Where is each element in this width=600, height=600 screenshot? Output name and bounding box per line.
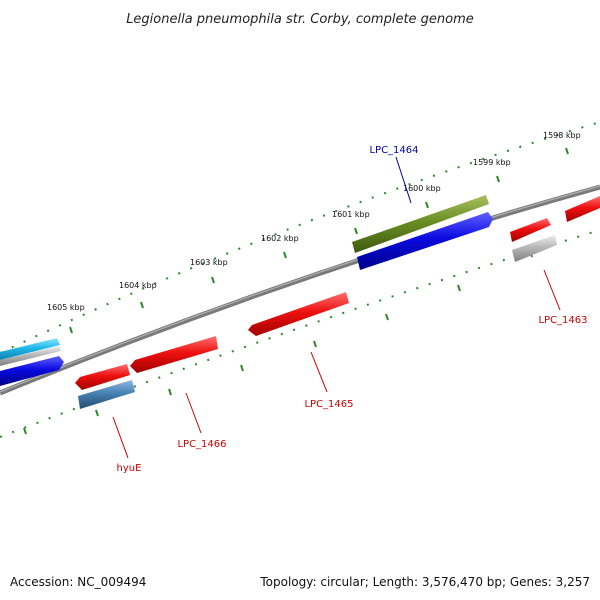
major-tick [211, 276, 215, 284]
inner-major-ticks [23, 250, 533, 435]
tick-label: 1598 kbp [543, 131, 581, 140]
major-tick [140, 301, 144, 309]
tick-label: 1601 kbp [332, 210, 370, 219]
tick-label: 1603 kbp [190, 258, 228, 267]
gene-blue-left[interactable] [0, 356, 64, 386]
gene-label-lpc1466: LPC_1466 [177, 439, 226, 450]
tick-label: 1602 kbp [261, 234, 299, 243]
major-tick [283, 251, 287, 259]
leader-lpc1465 [310, 351, 328, 393]
gene-cyan-left[interactable] [0, 338, 60, 360]
inner-tick-track [0, 229, 600, 438]
major-tick [313, 340, 317, 348]
accession-text: Accession: NC_009494 [10, 575, 146, 589]
major-tick [385, 313, 389, 321]
genome-backbone [0, 184, 600, 396]
gene-blue-forward-top[interactable] [357, 212, 493, 270]
genome-backbone-highlight [0, 185, 600, 393]
gene-red-left-small[interactable] [75, 364, 130, 390]
tick-label: 1599 kbp [473, 158, 511, 167]
tick-label: 1604 kbp [119, 281, 157, 290]
gene-red-top-right[interactable] [565, 196, 600, 222]
leader-lpc1463 [543, 269, 561, 311]
gene-grey-left[interactable] [0, 346, 61, 366]
gene-lpc1463[interactable] [510, 218, 551, 242]
outer-tick-track [0, 121, 600, 354]
gene-label-lpc1464: LPC_1464 [369, 145, 418, 156]
major-tick [23, 427, 27, 435]
map-title: Legionella pneumophila str. Corby, compl… [126, 12, 474, 27]
major-tick [457, 284, 461, 292]
leader-hyue [112, 416, 129, 459]
major-tick [496, 175, 500, 183]
gene-hyue[interactable] [78, 380, 135, 409]
genome-summary-text: Topology: circular; Length: 3,576,470 bp… [259, 575, 590, 589]
gene-label-hyue: hyuE [117, 463, 142, 474]
major-tick [240, 364, 244, 372]
gene-grey-right[interactable] [512, 235, 557, 262]
major-tick [565, 147, 569, 155]
major-tick [354, 227, 358, 235]
tick-label: 1605 kbp [47, 303, 85, 312]
leader-lpc1464 [395, 156, 412, 204]
gene-lpc1466[interactable] [130, 336, 218, 373]
gene-lpc1465[interactable] [248, 292, 349, 336]
gene-lpc1464[interactable] [352, 195, 489, 253]
tick-label: 1600 kbp [403, 184, 441, 193]
gene-label-lpc1465: LPC_1465 [304, 399, 353, 410]
outer-major-ticks [69, 147, 569, 334]
leader-lpc1466 [185, 392, 202, 434]
major-tick [95, 409, 99, 417]
major-tick [425, 201, 429, 209]
major-tick [168, 388, 172, 396]
gene-label-lpc1463: LPC_1463 [538, 315, 587, 326]
major-tick [69, 326, 73, 334]
